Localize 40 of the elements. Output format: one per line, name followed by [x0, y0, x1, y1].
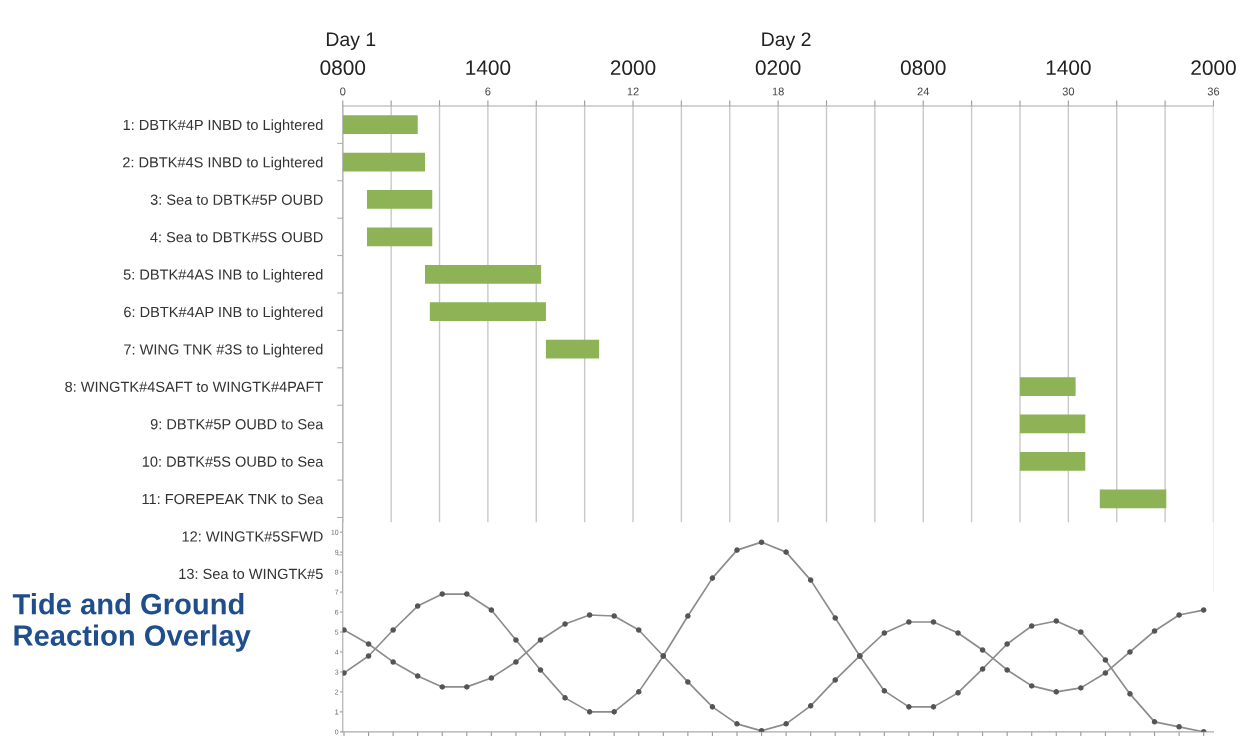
y-tick-label: 13: Sea to WINGTK#5	[179, 568, 323, 580]
y-tick-label: 7: WING TNK #3S to Lightered	[124, 343, 323, 358]
y-tick-label: 8: WINGTK#4SAFT to WINGTK#4PAFT	[65, 381, 323, 392]
y-tick-label: 10: DBTK#5S OUBD to Sea	[142, 456, 324, 467]
y-tick-label: 12: WINGTK#5SFWD	[182, 531, 323, 542]
text: Day 1	[326, 32, 376, 50]
bar	[1019, 377, 1076, 396]
y-tick-label: 3: Sea to DBTK#5P OUBD	[150, 194, 323, 205]
x-tick-label: 36	[1207, 87, 1220, 96]
bar	[1019, 414, 1086, 434]
y-tick-label: 11: FOREPEAK TNK to Sea	[142, 493, 324, 505]
x-tick-label: 24	[917, 87, 930, 96]
text: Tide and Ground Reaction Overlay	[12, 593, 251, 652]
text: 1400	[1046, 60, 1091, 76]
bar	[425, 264, 542, 284]
bar	[342, 115, 418, 134]
y-tick-label: 1: DBTK#4P INBD to Lightered	[123, 119, 323, 133]
bar	[1019, 452, 1086, 471]
text: 1400	[466, 60, 511, 76]
bar	[1099, 489, 1167, 509]
text: 0800	[320, 60, 366, 76]
y-tick-label: 4: Sea to DBTK#5S OUBD	[150, 231, 323, 243]
x-tick-label: 12	[627, 87, 639, 96]
text: 0800	[900, 60, 946, 76]
text: 2000	[1191, 60, 1236, 76]
text: 2000	[610, 60, 656, 76]
bar	[366, 190, 433, 209]
bar	[545, 339, 600, 359]
y-tick-label: 9: DBTK#5P OUBD to Sea	[150, 419, 324, 430]
text: 0200	[755, 60, 801, 76]
text: Day 2	[762, 32, 811, 50]
x-tick-label: 30	[1062, 87, 1075, 96]
y-tick-label: 5: DBTK#4AS INB to Lightered	[123, 269, 323, 283]
x-tick-label: 6	[485, 87, 491, 96]
y-tick-label: 2: DBTK#4S INBD to Lightered	[123, 156, 323, 171]
bar	[366, 227, 433, 247]
y-tick-label: 6: DBTK#4AP INB to Lightered	[124, 306, 323, 321]
x-tick-label: 18	[772, 87, 784, 96]
bar	[429, 302, 546, 322]
bar	[342, 152, 426, 172]
